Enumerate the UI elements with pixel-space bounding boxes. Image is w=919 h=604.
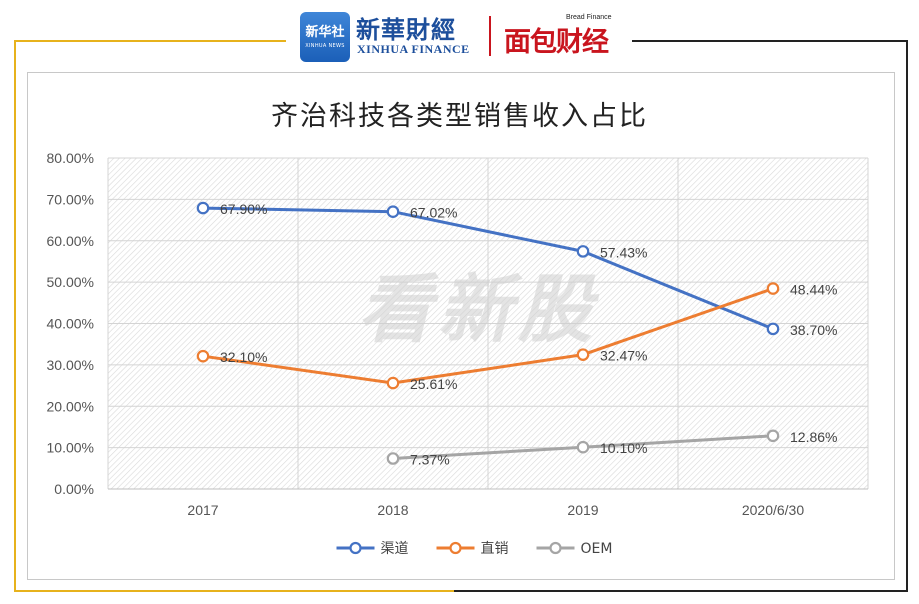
legend-label-2: OEM [581,541,613,557]
watermark-text: 看新股 [358,267,600,353]
y-tick-label: 70.00% [47,191,94,207]
data-label: 32.47% [600,348,647,364]
data-point [576,348,590,361]
series-line-0 [202,206,774,331]
data-label: 57.43% [600,244,647,260]
y-tick-label: 30.00% [47,357,94,373]
y-tick-label: 40.00% [47,316,94,332]
data-point [386,205,400,219]
frame-bottom-left [14,590,454,592]
legend-marker-2 [549,541,562,555]
logo-divider [489,16,491,56]
frame-right [906,40,908,592]
x-tick-label: 2020/6/30 [742,502,804,518]
data-point [386,376,400,390]
data-point [196,201,210,215]
frame-left [14,40,16,592]
x-tick-label: 2017 [187,502,218,518]
data-label: 48.44% [790,282,837,298]
xinhua-logo-badge: 新华社 XINHUA NEWS [300,12,350,62]
header-rule-left [14,40,286,42]
data-point [576,440,590,454]
legend-marker-0 [349,541,362,555]
legend-label-1: 直销 [481,540,509,557]
legend-marker-1 [449,541,462,555]
y-tick-label: 0.00% [54,481,94,497]
series-line-1 [202,287,774,385]
data-label: 10.10% [600,440,647,456]
y-tick-label: 60.00% [47,233,94,249]
data-label: 12.86% [790,429,837,445]
data-label: 67.90% [220,201,267,217]
data-point [766,282,780,295]
frame-bottom-right [454,590,908,592]
xinhua-badge-sub: XINHUA NEWS [305,43,345,49]
legend-label-0: 渠道 [381,541,409,557]
bread-finance-logo: 面包财经 [504,27,609,58]
data-label: 32.10% [220,349,267,365]
data-point [386,452,400,465]
xinhua-badge-text: 新华社 [305,25,345,40]
header: 新华社 XINHUA NEWS 新華財經 XINHUA FINANCE Brea… [0,0,919,66]
data-point [196,349,210,363]
data-label: 38.70% [790,322,837,338]
data-label: 7.37% [410,452,450,468]
data-label: 25.61% [410,376,457,392]
data-point [766,322,780,336]
xinhua-finance-logo-text: 新華財經 [356,15,456,44]
bread-finance-logo-small: Bread Finance [566,14,612,21]
data-point [766,429,780,443]
y-tick-label: 10.00% [47,440,94,456]
x-tick-label: 2019 [567,502,598,518]
y-tick-label: 20.00% [47,398,94,414]
x-tick-label: 2018 [377,502,408,518]
chart-title: 齐治科技各类型销售收入占比 [271,101,648,132]
xinhua-finance-logo-en: XINHUA FINANCE [357,42,470,56]
header-rule-right [632,40,908,42]
data-point [576,245,590,258]
y-tick-label: 80.00% [47,150,94,166]
data-label: 67.02% [410,205,457,221]
y-tick-label: 50.00% [47,274,94,290]
